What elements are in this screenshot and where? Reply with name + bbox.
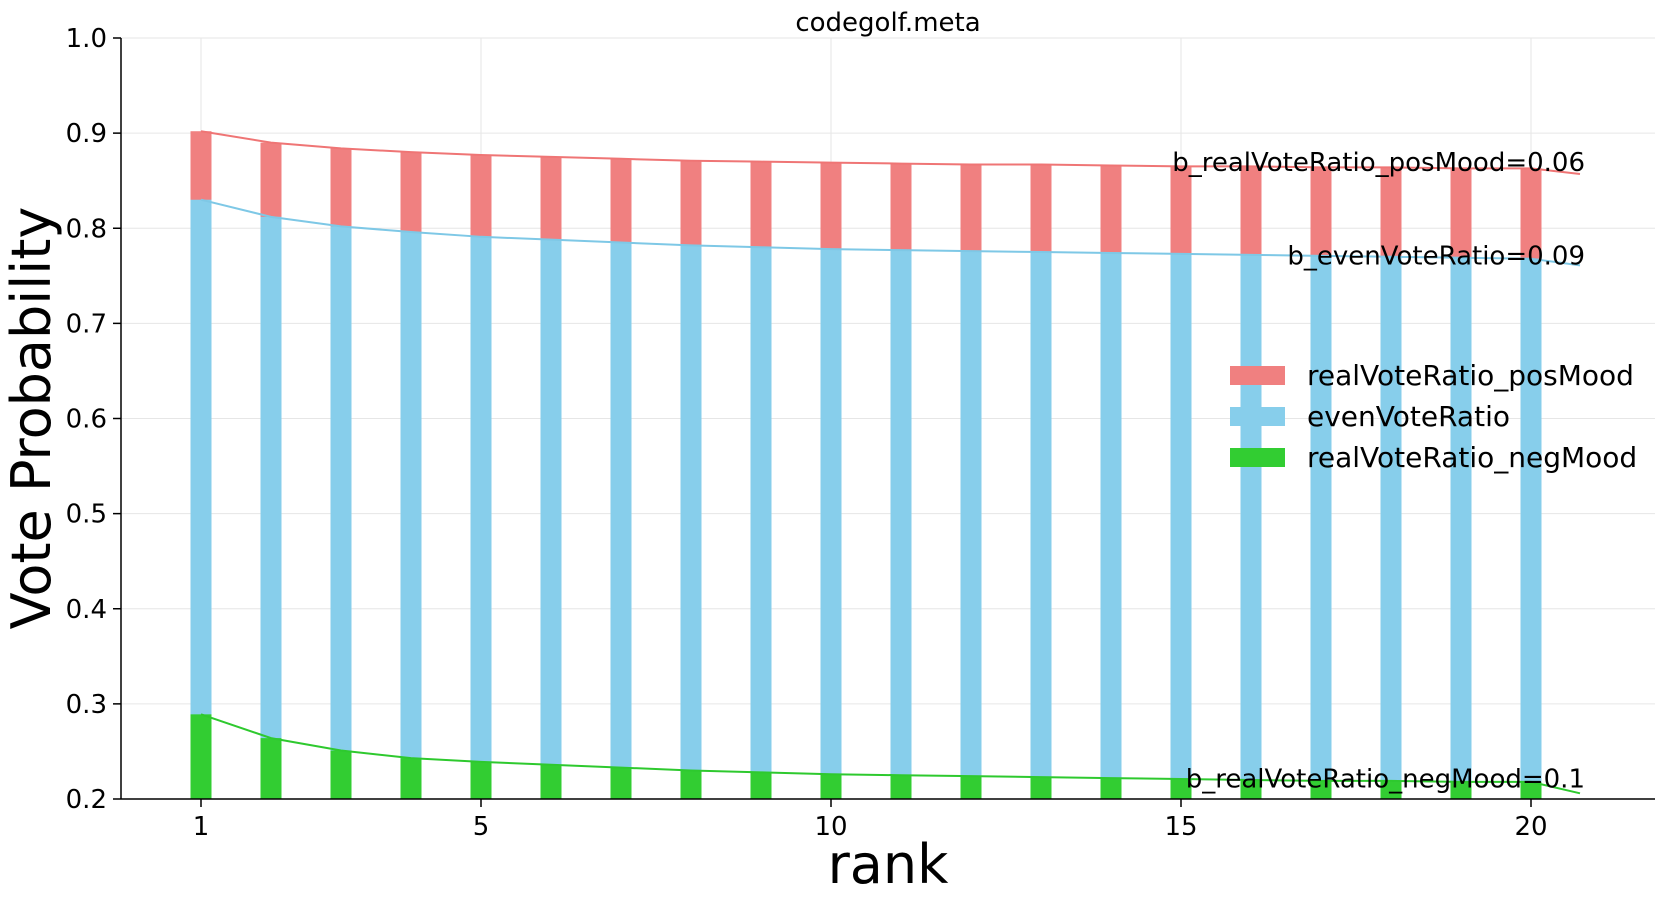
bar-realVoteRatio_negMood-rank-5 (470, 761, 492, 799)
chart-title: codegolf.meta (795, 8, 980, 38)
bar-realVoteRatio_negMood-rank-7 (610, 767, 632, 799)
y-tick-label: 0.7 (66, 309, 107, 339)
y-tick-label: 0.5 (66, 500, 107, 530)
bar-realVoteRatio_negMood-rank-3 (330, 750, 352, 799)
bar-evenVoteRatio-rank-13 (1030, 252, 1052, 799)
y-tick-label: 1.0 (66, 24, 107, 54)
bars-layer (190, 131, 1542, 800)
bar-realVoteRatio_negMood-rank-20 (1520, 781, 1542, 799)
fit-line-realVoteRatio_posMood (200, 130, 1581, 176)
bar-evenVoteRatio-rank-3 (330, 226, 352, 799)
x-tick-label: 20 (1514, 812, 1547, 842)
y-tick-label: 0.4 (66, 595, 107, 625)
fit-label-evenVoteRatio: b_evenVoteRatio=0.09 (1287, 241, 1585, 271)
bar-realVoteRatio_negMood-rank-1 (190, 714, 212, 799)
y-tick-label: 0.8 (66, 214, 107, 244)
bar-realVoteRatio_negMood-rank-16 (1240, 779, 1262, 799)
legend-swatch-realVoteRatio_posMood (1230, 366, 1285, 385)
ticks-layer: 0.20.30.40.50.60.70.80.91.01 5 10 15 20 (66, 24, 1548, 842)
bar-evenVoteRatio-rank-9 (750, 247, 772, 799)
bar-evenVoteRatio-rank-11 (890, 250, 912, 799)
bar-realVoteRatio_negMood-rank-12 (960, 776, 982, 799)
fit-labels-layer: b_realVoteRatio_posMood=0.06 b_evenVoteRa… (1172, 148, 1585, 794)
x-tick-label: 15 (1164, 812, 1197, 842)
y-tick-label: 0.3 (66, 690, 107, 720)
bar-evenVoteRatio-rank-15 (1170, 253, 1192, 800)
bar-evenVoteRatio-rank-17 (1310, 255, 1332, 799)
bar-realVoteRatio_negMood-rank-9 (750, 772, 772, 799)
legend-label-evenVoteRatio: evenVoteRatio (1307, 400, 1510, 433)
bar-realVoteRatio_negMood-rank-4 (400, 758, 422, 799)
bar-realVoteRatio_negMood-rank-15 (1170, 779, 1192, 799)
legend: realVoteRatio_posMood evenVoteRatio realVo… (1230, 359, 1637, 474)
bar-evenVoteRatio-rank-19 (1450, 257, 1472, 799)
legend-label-realVoteRatio_posMood: realVoteRatio_posMood (1307, 359, 1634, 392)
bar-realVoteRatio_negMood-rank-18 (1380, 780, 1402, 799)
bar-evenVoteRatio-rank-6 (540, 239, 562, 800)
bar-realVoteRatio_negMood-rank-17 (1310, 780, 1332, 799)
bar-realVoteRatio_negMood-rank-11 (890, 775, 912, 799)
fit-lines-layer (200, 130, 1581, 795)
bar-realVoteRatio_negMood-rank-6 (540, 764, 562, 799)
x-tick-label: 1 (193, 812, 210, 842)
bar-evenVoteRatio-rank-5 (470, 236, 492, 799)
legend-label-realVoteRatio_negMood: realVoteRatio_negMood (1307, 441, 1637, 474)
y-axis-label: Vote Probability (0, 207, 63, 630)
x-axis-label: rank (828, 833, 950, 896)
bar-realVoteRatio_negMood-rank-13 (1030, 777, 1052, 799)
fit-label-realVoteRatio_posMood: b_realVoteRatio_posMood=0.06 (1172, 148, 1585, 178)
bar-realVoteRatio_negMood-rank-10 (820, 774, 842, 799)
bar-evenVoteRatio-rank-10 (820, 249, 842, 800)
bar-evenVoteRatio-rank-7 (610, 242, 632, 800)
bar-evenVoteRatio-rank-12 (960, 251, 982, 799)
x-tick-label: 10 (814, 812, 847, 842)
bar-realVoteRatio_negMood-rank-2 (260, 738, 282, 799)
bar-evenVoteRatio-rank-20 (1520, 258, 1542, 799)
bar-evenVoteRatio-rank-4 (400, 232, 422, 799)
bar-evenVoteRatio-rank-18 (1380, 256, 1402, 800)
fit-label-realVoteRatio_negMood: b_realVoteRatio_negMood=0.1 (1186, 765, 1585, 795)
bar-evenVoteRatio-rank-14 (1100, 252, 1122, 800)
bar-realVoteRatio_negMood-rank-14 (1100, 778, 1122, 799)
bar-evenVoteRatio-rank-2 (260, 216, 282, 799)
bar-evenVoteRatio-rank-1 (190, 199, 212, 799)
y-tick-label: 0.2 (66, 785, 107, 815)
bar-realVoteRatio_negMood-rank-8 (680, 770, 702, 799)
bar-evenVoteRatio-rank-16 (1240, 254, 1262, 799)
bar-evenVoteRatio-rank-8 (680, 245, 702, 799)
legend-swatch-realVoteRatio_negMood (1230, 448, 1285, 467)
y-tick-label: 0.9 (66, 119, 107, 149)
y-tick-label: 0.6 (66, 405, 107, 435)
fit-line-evenVoteRatio (200, 198, 1581, 267)
bar-realVoteRatio_negMood-rank-19 (1450, 781, 1472, 799)
legend-swatch-evenVoteRatio (1230, 407, 1285, 426)
x-tick-label: 5 (473, 812, 490, 842)
fit-line-realVoteRatio_negMood (200, 713, 1581, 795)
